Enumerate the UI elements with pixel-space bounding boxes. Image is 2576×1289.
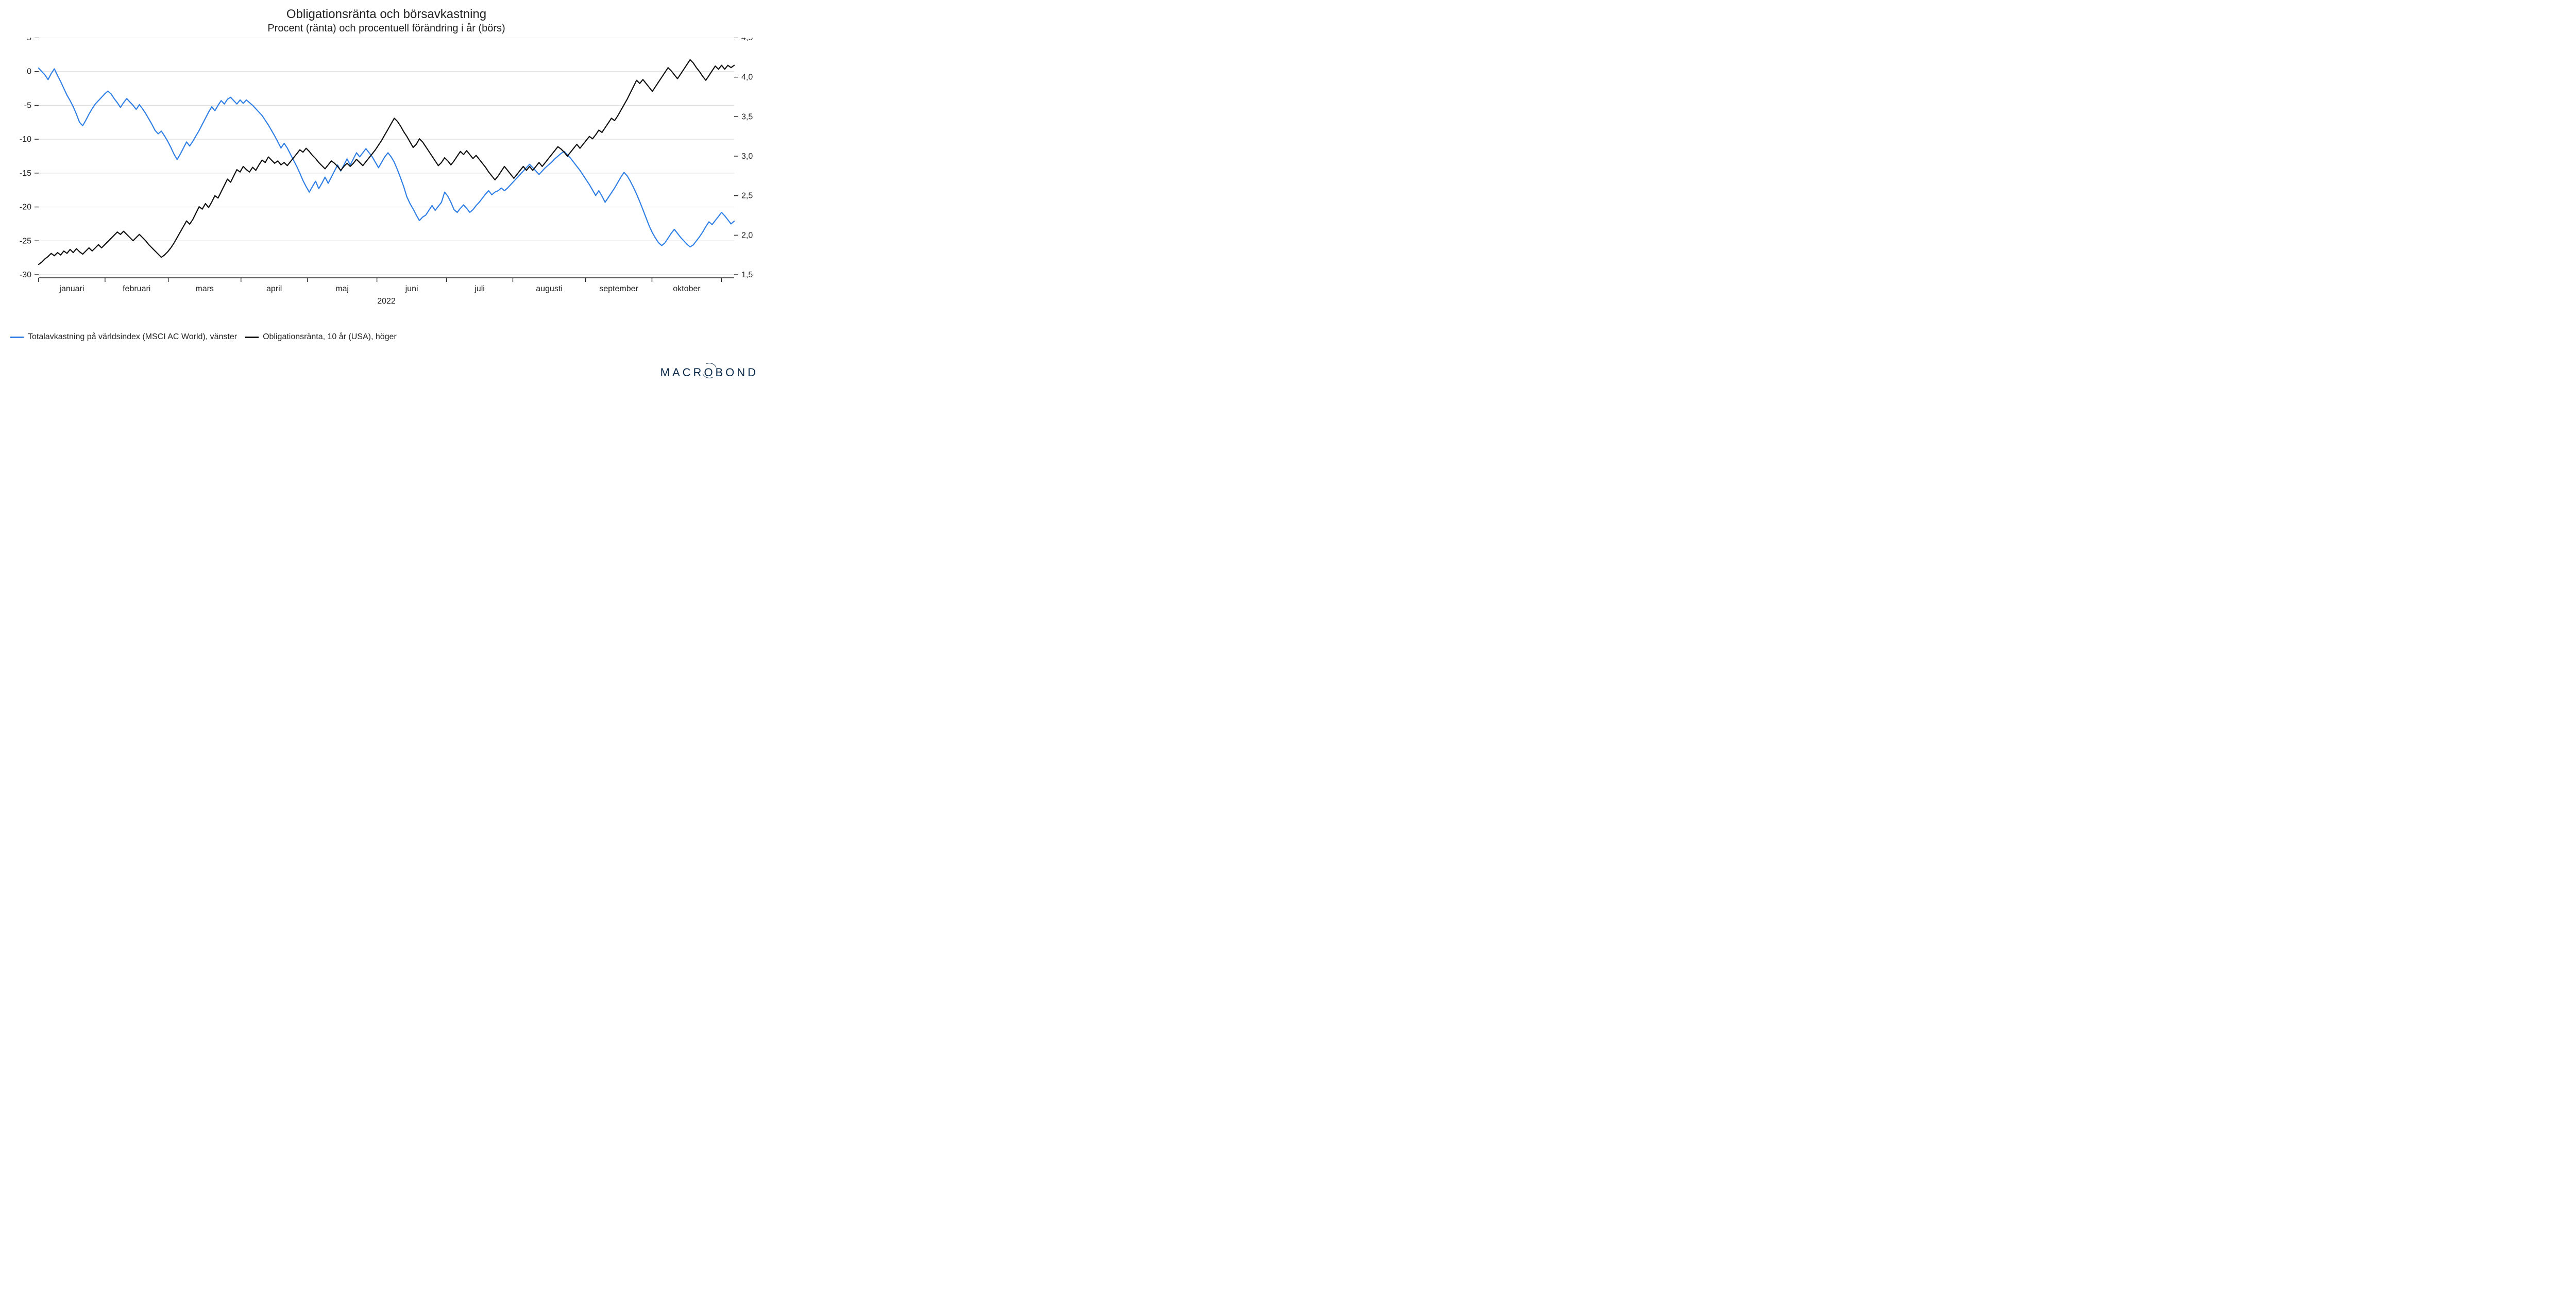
svg-text:-15: -15 bbox=[20, 169, 31, 178]
svg-text:2,5: 2,5 bbox=[741, 192, 753, 200]
svg-text:0: 0 bbox=[27, 68, 31, 76]
svg-text:4,0: 4,0 bbox=[741, 73, 753, 82]
chart-container: Obligationsränta och börsavkastning Proc… bbox=[0, 0, 773, 387]
chart-subtitle: Procent (ränta) och procentuell förändri… bbox=[10, 23, 762, 35]
svg-text:-25: -25 bbox=[20, 237, 31, 245]
series-bond bbox=[39, 60, 734, 264]
legend-swatch-msci bbox=[10, 337, 24, 338]
svg-text:4,5: 4,5 bbox=[741, 38, 753, 42]
line-chart: -30 -25 -20 -15 -10 -5 0 5 1,5 2,0 2,5 3,0 3,5 4,0 4,5… bbox=[10, 38, 762, 326]
legend-item-msci: Totalavkastning på världsindex (MSCI AC … bbox=[10, 332, 237, 342]
svg-text:-10: -10 bbox=[20, 135, 31, 144]
legend-label-bond: Obligationsränta, 10 år (USA), höger bbox=[263, 332, 397, 342]
svg-text:3,5: 3,5 bbox=[741, 112, 753, 121]
svg-text:oktober: oktober bbox=[673, 284, 701, 293]
chart-title: Obligationsränta och börsavkastning bbox=[10, 7, 762, 22]
svg-text:juni: juni bbox=[405, 284, 418, 293]
legend-label-msci: Totalavkastning på världsindex (MSCI AC … bbox=[28, 332, 237, 342]
svg-text:3,0: 3,0 bbox=[741, 152, 753, 161]
svg-text:-20: -20 bbox=[20, 203, 31, 212]
macrobond-logo: MACROBOND bbox=[660, 366, 758, 379]
svg-text:-30: -30 bbox=[20, 271, 31, 279]
svg-text:januari: januari bbox=[59, 284, 84, 293]
svg-text:augusti: augusti bbox=[536, 284, 563, 293]
title-block: Obligationsränta och börsavkastning Proc… bbox=[10, 7, 762, 35]
svg-text:september: september bbox=[599, 284, 638, 293]
legend-swatch-bond bbox=[245, 337, 259, 338]
svg-text:februari: februari bbox=[123, 284, 150, 293]
svg-text:juli: juli bbox=[474, 284, 485, 293]
svg-text:1,5: 1,5 bbox=[741, 271, 753, 279]
legend: Totalavkastning på världsindex (MSCI AC … bbox=[10, 332, 762, 342]
svg-text:mars: mars bbox=[195, 284, 214, 293]
svg-text:5: 5 bbox=[27, 38, 31, 42]
svg-text:maj: maj bbox=[335, 284, 349, 293]
svg-text:april: april bbox=[266, 284, 282, 293]
svg-text:2022: 2022 bbox=[377, 297, 396, 306]
svg-text:-5: -5 bbox=[24, 101, 31, 110]
svg-text:2,0: 2,0 bbox=[741, 231, 753, 240]
legend-item-bond: Obligationsränta, 10 år (USA), höger bbox=[245, 332, 397, 342]
